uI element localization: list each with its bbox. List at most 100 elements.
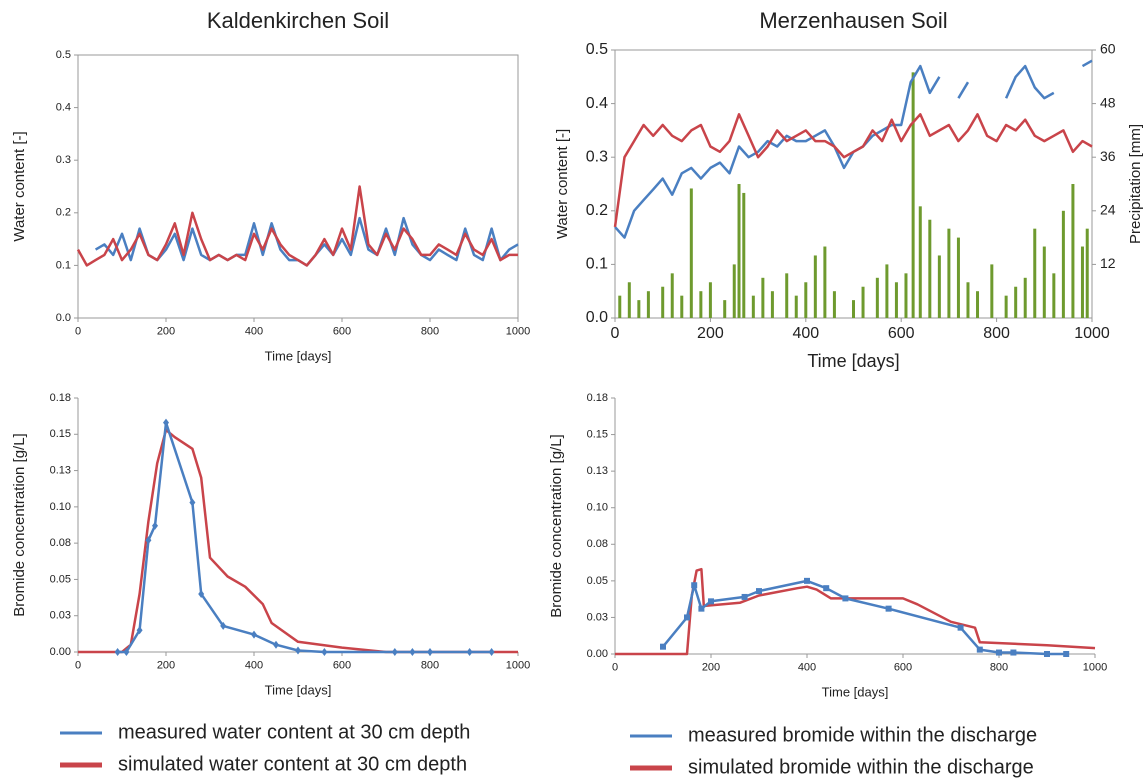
precipitation-bar <box>947 228 951 318</box>
x-tick-label: 400 <box>245 325 263 337</box>
y-tick-label: 0.13 <box>587 465 608 477</box>
y-tick-label: 0.03 <box>50 610 71 622</box>
y-axis-label: Water content [-] <box>11 131 28 241</box>
y-tick-label: 0.10 <box>587 502 608 514</box>
y-tick-label: 0.00 <box>587 648 608 660</box>
marker <box>1063 651 1070 657</box>
x-axis-label: Time [days] <box>265 682 332 697</box>
y-tick-label: 0.15 <box>50 428 71 440</box>
x-tick-label: 600 <box>888 325 915 342</box>
x-tick-label: 400 <box>792 325 819 342</box>
precipitation-bar <box>990 264 994 318</box>
precipitation-bar <box>770 291 774 318</box>
marker <box>1010 649 1017 656</box>
x-tick-label: 800 <box>990 661 1008 673</box>
precipitation-bar <box>751 295 755 318</box>
precipitation-bar <box>742 192 746 318</box>
precipitation-bar <box>813 255 817 318</box>
y-tick-label: 0.4 <box>586 95 608 112</box>
precipitation-bar <box>785 273 789 318</box>
precipitation-bar <box>911 72 915 318</box>
y2-tick-label: 36 <box>1100 148 1116 164</box>
y-tick-label: 0.18 <box>587 392 608 404</box>
y-tick-label: 0.00 <box>50 646 71 658</box>
precipitation-bar <box>832 291 836 318</box>
marker <box>391 648 398 656</box>
precipitation-bar <box>1014 286 1018 318</box>
marker <box>427 648 433 656</box>
y-axis-label: Water content [-] <box>554 129 571 239</box>
legend-label: simulated water content at 30 cm depth <box>118 753 467 775</box>
legend-label: simulated bromide within the discharge <box>688 756 1034 778</box>
y-tick-label: 0.18 <box>50 392 71 404</box>
precipitation-bar <box>627 282 631 318</box>
precipitation-bar <box>689 188 693 318</box>
x-tick-label: 0 <box>75 325 81 337</box>
precipitation-bar <box>737 184 741 318</box>
y-tick-label: 0.1 <box>56 259 71 271</box>
x-tick-label: 1000 <box>506 659 530 671</box>
y-tick-label: 0.5 <box>56 49 71 61</box>
legend-label: measured bromide within the discharge <box>688 724 1037 746</box>
y-tick-label: 0.05 <box>587 575 608 587</box>
precipitation-bar <box>1061 210 1065 318</box>
legend-label: measured water content at 30 cm depth <box>118 721 470 743</box>
x-tick-label: 1000 <box>1074 325 1110 342</box>
x-tick-label: 600 <box>894 661 912 673</box>
marker <box>123 648 130 656</box>
series-line <box>78 428 518 654</box>
marker <box>145 536 152 545</box>
x-tick-label: 200 <box>702 661 720 673</box>
y-tick-label: 0.03 <box>587 611 608 623</box>
precipitation-bar <box>1033 228 1037 318</box>
chart-title: Kaldenkirchen Soil <box>207 8 389 33</box>
plot-frame <box>614 49 1093 319</box>
marker <box>321 648 328 656</box>
y-tick-label: 0.15 <box>587 428 608 440</box>
y2-tick-label: 60 <box>1100 41 1116 57</box>
marker <box>152 521 158 530</box>
marker <box>691 582 698 589</box>
x-axis-label: Time [days] <box>822 684 889 699</box>
x-tick-label: 800 <box>421 659 439 671</box>
marker <box>1044 651 1050 657</box>
marker <box>741 593 748 600</box>
y-tick-label: 0.05 <box>50 573 71 585</box>
precipitation-bar <box>852 300 855 318</box>
x-axis-label: Time [days] <box>265 348 332 363</box>
precipitation-bar <box>1085 228 1089 318</box>
precipitation-bar <box>794 295 798 318</box>
y-tick-label: 0.1 <box>586 256 608 273</box>
marker <box>488 648 495 656</box>
x-tick-label: 1000 <box>506 325 530 337</box>
precipitation-bar <box>1052 273 1056 318</box>
x-tick-label: 200 <box>157 659 175 671</box>
marker <box>823 585 830 592</box>
precipitation-bar <box>1042 246 1046 318</box>
y2-tick-label: 24 <box>1100 202 1116 218</box>
precipitation-bar <box>928 219 932 318</box>
precipitation-bar <box>761 277 765 318</box>
marker <box>976 646 983 653</box>
x-tick-label: 600 <box>333 659 351 671</box>
y2-axis-label: Precipitation [mm] <box>1127 124 1144 244</box>
precipitation-bar <box>1080 246 1084 318</box>
y2-tick-label: 48 <box>1100 94 1116 110</box>
x-tick-label: 800 <box>983 325 1010 342</box>
marker <box>466 648 473 656</box>
series-line <box>117 421 492 654</box>
marker <box>842 595 849 602</box>
marker <box>220 621 227 630</box>
marker <box>756 588 762 595</box>
marker <box>885 605 892 612</box>
precipitation-bar <box>966 282 970 318</box>
marker <box>189 498 196 507</box>
marker <box>957 624 964 631</box>
marker <box>660 643 666 650</box>
precipitation-bar <box>885 264 889 318</box>
x-axis-label: Time [days] <box>807 351 899 371</box>
precipitation-bar <box>646 291 650 318</box>
y-tick-label: 0.08 <box>587 538 608 550</box>
series-line <box>76 185 518 267</box>
